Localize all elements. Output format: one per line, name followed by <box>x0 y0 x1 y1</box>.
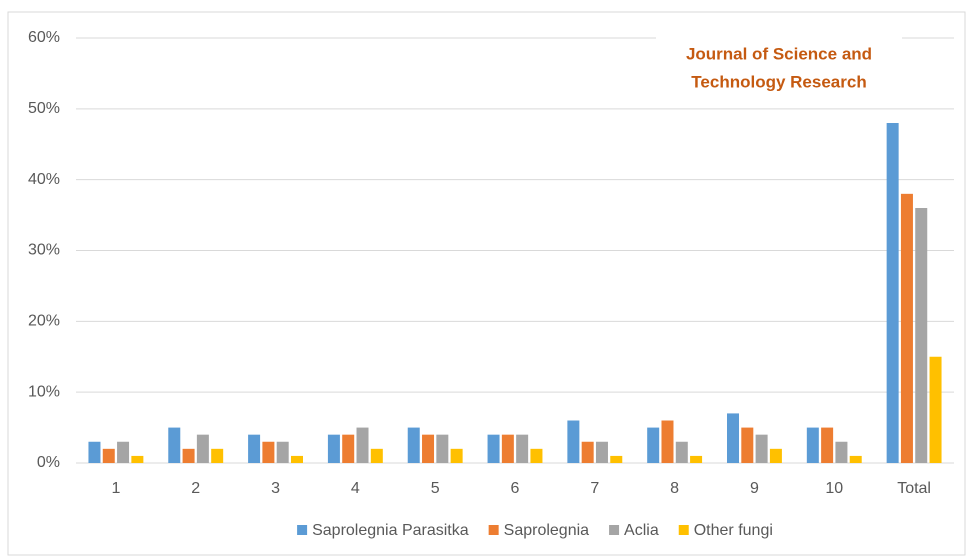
bar <box>290 455 303 463</box>
x-tick-label: 8 <box>670 480 679 497</box>
y-tick-label: 10% <box>28 383 60 400</box>
legend-swatch <box>488 525 499 535</box>
bar <box>567 420 580 463</box>
x-tick-label: 5 <box>431 480 440 497</box>
bar <box>422 434 435 463</box>
x-tick-label: 10 <box>825 480 843 497</box>
bar <box>690 455 703 463</box>
bar <box>356 427 369 463</box>
x-tick-label: 9 <box>750 480 759 497</box>
bar <box>900 193 913 464</box>
x-tick-label: 7 <box>590 480 599 497</box>
y-tick-label: 50% <box>28 100 60 117</box>
bar <box>661 420 674 463</box>
bar <box>886 123 899 463</box>
bar <box>530 448 543 463</box>
x-tick-label: 2 <box>191 480 200 497</box>
legend-label: Saprolegnia Parasitka <box>312 522 469 539</box>
legend-label: Other fungi <box>694 522 773 539</box>
bar <box>595 441 608 463</box>
chart-border <box>7 11 966 556</box>
y-tick-label: 0% <box>37 454 60 471</box>
bar <box>370 448 383 463</box>
x-tick-label: 6 <box>511 480 520 497</box>
bar <box>182 448 195 463</box>
x-tick-label: Total <box>897 480 931 497</box>
x-tick-label: 1 <box>111 480 120 497</box>
bar <box>849 455 862 463</box>
bar <box>327 434 340 463</box>
bar <box>450 448 463 463</box>
bar <box>915 208 928 463</box>
bar <box>211 448 224 463</box>
bar <box>342 434 355 463</box>
bar <box>436 434 449 463</box>
legend-swatch <box>678 525 689 535</box>
bar <box>835 441 848 463</box>
bar <box>741 427 754 463</box>
bar <box>262 441 275 463</box>
bar <box>769 448 782 463</box>
x-tick-label: 3 <box>271 480 280 497</box>
bar <box>88 441 101 463</box>
bar <box>487 434 500 463</box>
bar <box>610 455 623 463</box>
bar <box>929 356 942 463</box>
legend-label: Aclia <box>624 522 659 539</box>
annotation-box <box>656 36 902 102</box>
y-tick-label: 20% <box>28 313 60 330</box>
bar <box>196 434 209 463</box>
bar <box>821 427 834 463</box>
x-tick-label: 4 <box>351 480 360 497</box>
bar <box>117 441 130 463</box>
annotation: Journal of Science and <box>686 44 872 63</box>
bar <box>755 434 768 463</box>
bar <box>102 448 115 463</box>
bar <box>675 441 688 463</box>
annotation: Technology Research <box>691 72 866 91</box>
legend-swatch <box>609 525 620 535</box>
bar <box>581 441 594 463</box>
bar <box>727 413 740 463</box>
legend-label: Saprolegnia <box>504 522 590 539</box>
legend-swatch <box>297 525 308 535</box>
y-tick-label: 30% <box>28 242 60 259</box>
y-tick-label: 40% <box>28 171 60 188</box>
bar <box>516 434 529 463</box>
bar <box>248 434 261 463</box>
y-tick-label: 60% <box>28 29 60 46</box>
bar <box>276 441 289 463</box>
bar <box>806 427 819 463</box>
bar <box>407 427 420 463</box>
bar <box>168 427 181 463</box>
bar <box>131 455 144 463</box>
bar <box>501 434 514 463</box>
bar <box>647 427 660 463</box>
